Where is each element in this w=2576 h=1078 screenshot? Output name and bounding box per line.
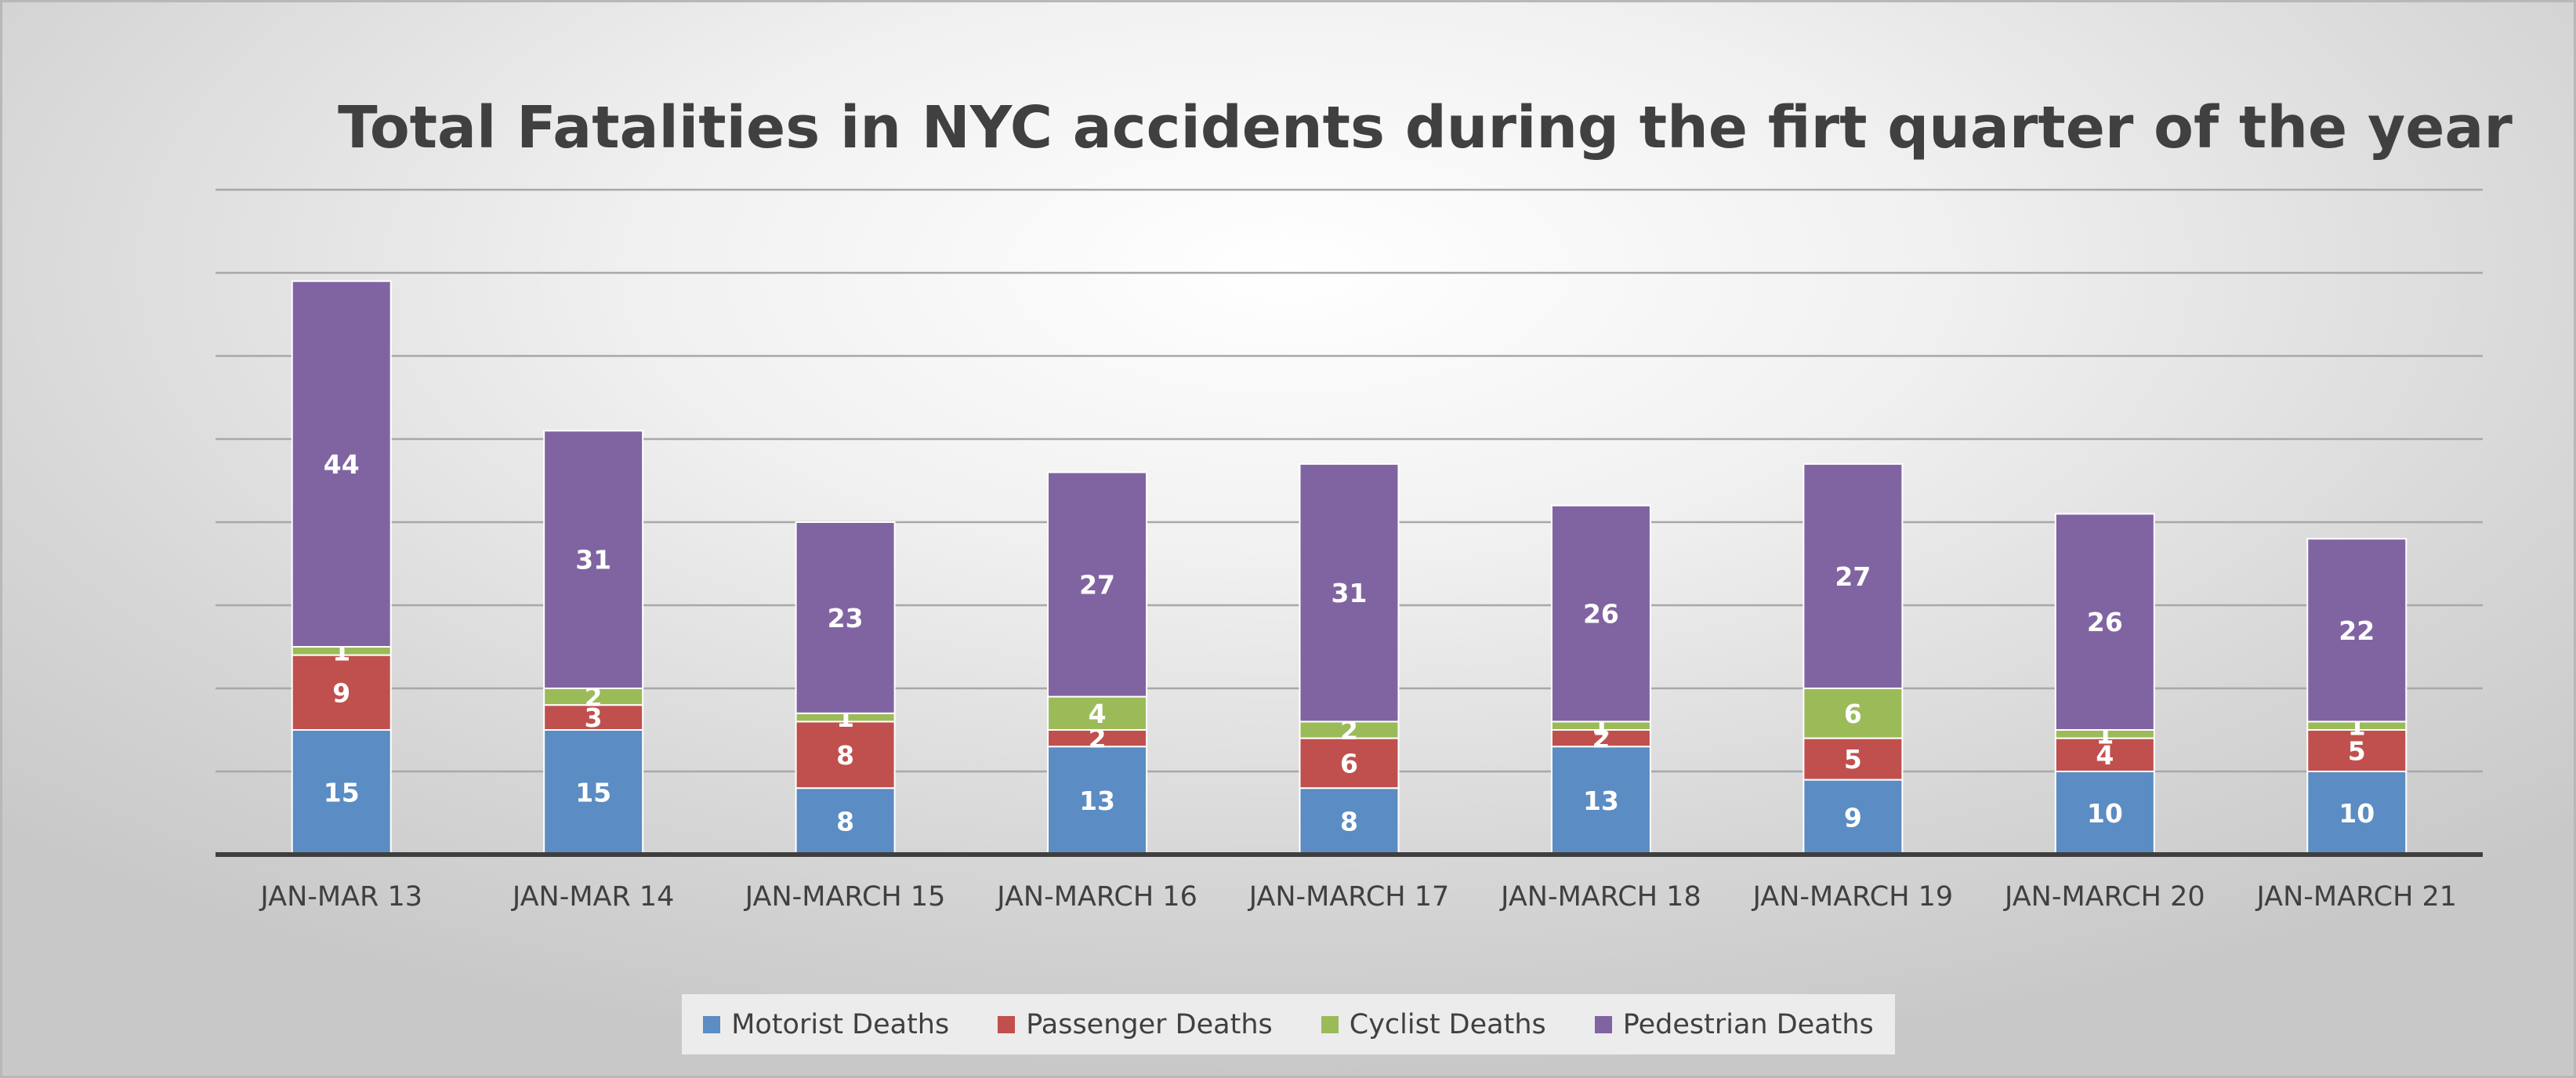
data-label: 8 (836, 740, 854, 771)
bar-segment-motorist-deaths (291, 729, 392, 855)
bar-segment-pedestrian-deaths (2306, 538, 2408, 723)
x-tick-label: JAN-MARCH 21 (2255, 881, 2457, 913)
data-label: 23 (828, 603, 864, 633)
bar-segment-motorist-deaths (1550, 746, 1651, 856)
data-label: 6 (1340, 748, 1358, 779)
legend-swatch (1594, 1015, 1612, 1033)
data-label: 22 (2339, 615, 2375, 646)
data-label: 31 (1331, 578, 1368, 608)
legend-swatch (1321, 1015, 1339, 1033)
data-label: 15 (324, 778, 360, 808)
x-tick-label: JAN-MARCH 20 (2003, 881, 2205, 913)
data-label: 2 (585, 682, 603, 713)
bar-segment-motorist-deaths (1802, 779, 1904, 855)
legend-item: Cyclist Deaths (1321, 1009, 1546, 1040)
data-label: 3 (585, 702, 603, 733)
data-label: 15 (575, 778, 611, 808)
data-label: 13 (1583, 786, 1619, 816)
data-label: 5 (1844, 744, 1862, 775)
x-tick-label: JAN-MAR 13 (259, 881, 422, 913)
data-label: 27 (1079, 570, 1115, 601)
bar-segment-pedestrian-deaths (1299, 463, 1400, 723)
legend-label: Cyclist Deaths (1349, 1008, 1546, 1040)
bar-segment-pedestrian-deaths (291, 280, 392, 648)
bar-segment-pedestrian-deaths (543, 430, 644, 690)
data-label: 10 (2339, 798, 2375, 829)
x-tick-label: JAN-MARCH 16 (995, 881, 1197, 913)
bar-segment-pedestrian-deaths (1047, 471, 1148, 698)
legend-swatch (998, 1015, 1016, 1033)
data-label: 2 (1089, 724, 1107, 754)
legend-label: Passenger Deaths (1026, 1008, 1273, 1040)
x-tick-label: JAN-MARCH 17 (1248, 881, 1450, 913)
legend-label: Pedestrian Deaths (1622, 1008, 1874, 1040)
data-label: 26 (1583, 599, 1619, 630)
bar-segment-passenger-deaths (1299, 737, 1400, 789)
category-labels: JAN-MAR 13 JAN-MAR 14 JAN-MARCH 15 JAN-MARC… (259, 881, 2457, 913)
x-tick-label: JAN-MARCH 18 (1499, 881, 1701, 913)
legend-item: Motorist Deaths (703, 1009, 949, 1040)
data-label: 9 (1844, 802, 1862, 833)
legend-swatch (703, 1015, 721, 1033)
data-label: 9 (332, 677, 350, 708)
data-label: 13 (1079, 786, 1115, 816)
bar-segment-passenger-deaths (1802, 737, 1904, 781)
legend-item: Passenger Deaths (998, 1009, 1273, 1040)
chart-title: Total Fatalities in NYC accidents during… (338, 94, 2513, 162)
bars: 1591441532318812313242786231132126956271… (291, 280, 2408, 856)
data-label: 2 (1592, 724, 1610, 754)
data-label: 26 (2087, 607, 2123, 637)
bar-segment-pedestrian-deaths (795, 521, 896, 714)
data-label: 2 (1340, 715, 1358, 746)
legend-item: Pedestrian Deaths (1594, 1008, 1874, 1040)
x-tick-label: JAN-MAR 14 (511, 881, 675, 913)
bar-segment-motorist-deaths (1299, 787, 1400, 856)
bar-segment-motorist-deaths (2306, 771, 2408, 855)
data-label: 44 (324, 449, 360, 480)
data-label: 6 (1844, 699, 1862, 729)
bar-segment-passenger-deaths (543, 704, 644, 731)
bar-segment-passenger-deaths (291, 654, 392, 731)
data-label: 31 (575, 545, 611, 575)
legend-label: Motorist Deaths (731, 1008, 950, 1040)
bar-segment-motorist-deaths (543, 729, 644, 855)
bar-segment-cyclist-deaths (1802, 688, 1904, 739)
data-label: 10 (2087, 798, 2123, 829)
bar-segment-pedestrian-deaths (2054, 513, 2155, 731)
legend: Motorist Deaths Passenger Deaths Cyclist D… (682, 994, 1895, 1054)
x-tick-label: JAN-MARCH 19 (1752, 881, 1954, 913)
bar-segment-pedestrian-deaths (1550, 504, 1651, 723)
x-tick-label: JAN-MARCH 15 (744, 881, 946, 913)
data-label: 4 (2096, 740, 2114, 771)
data-label: 27 (1835, 561, 1871, 592)
data-label: 8 (1340, 807, 1358, 837)
bar-segment-pedestrian-deaths (1802, 463, 1904, 689)
data-label: 5 (2348, 736, 2366, 767)
data-label: 4 (1089, 699, 1107, 729)
data-label: 8 (836, 807, 854, 837)
